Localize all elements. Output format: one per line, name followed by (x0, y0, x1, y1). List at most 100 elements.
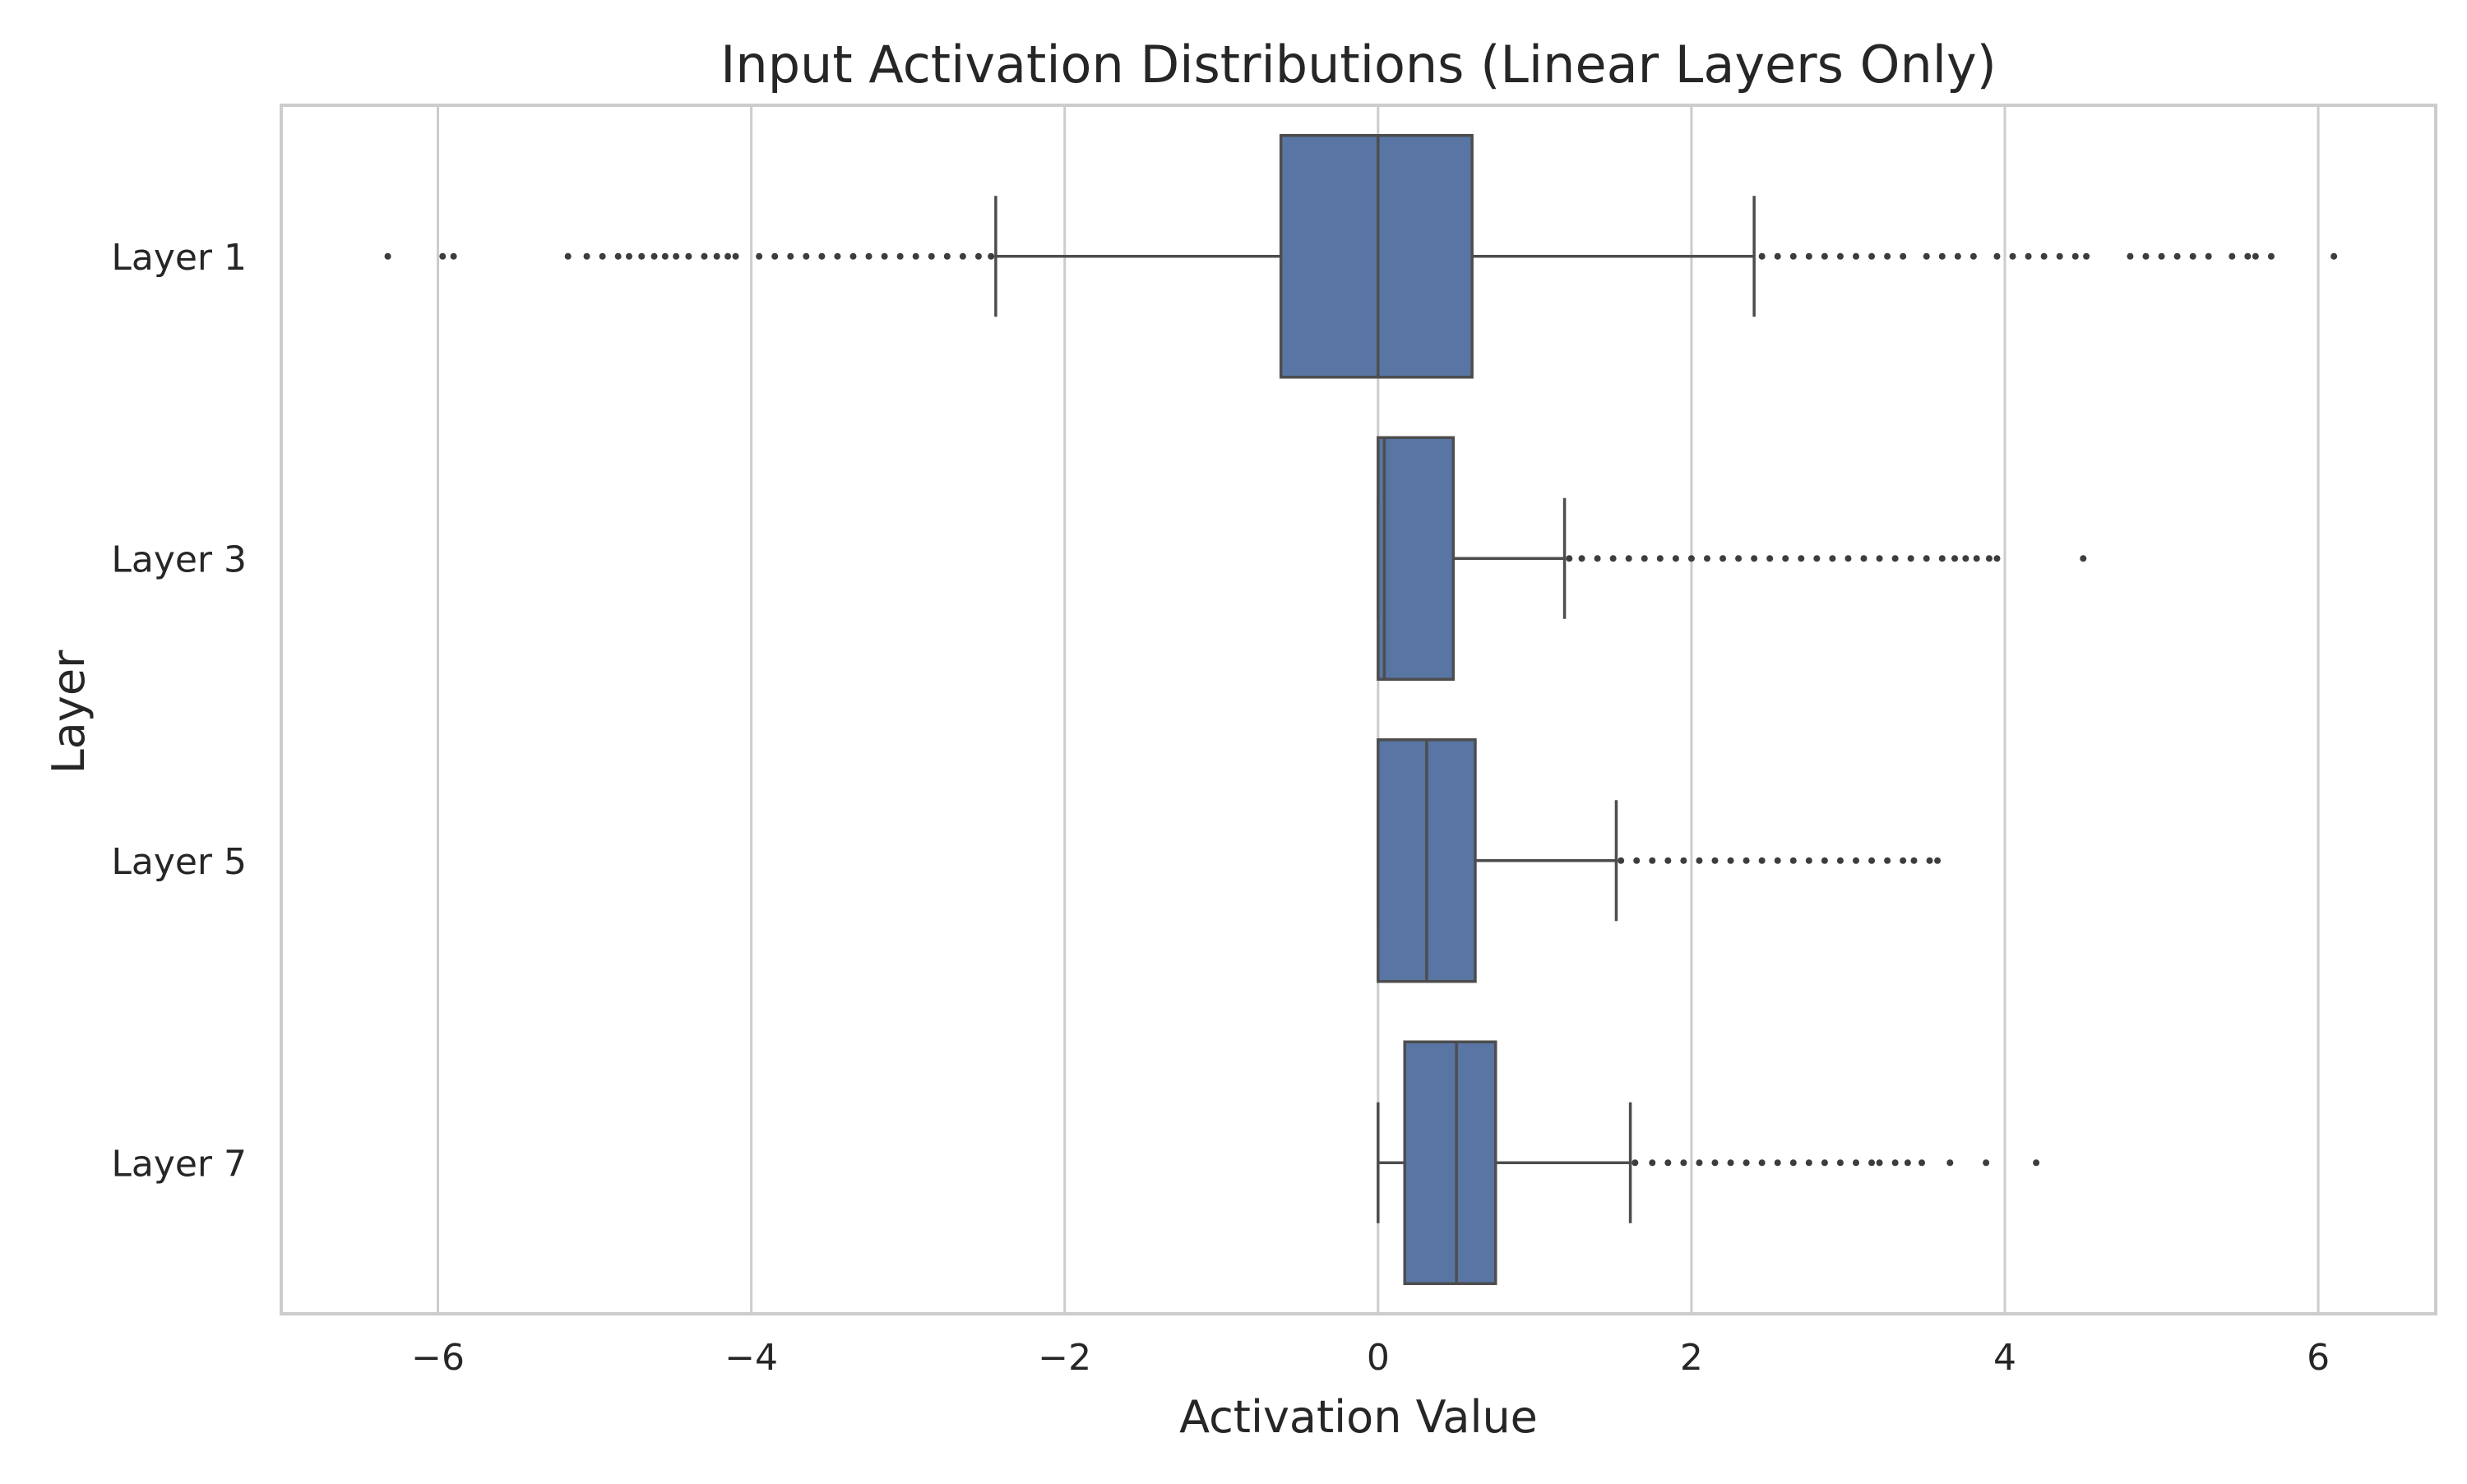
outlier-point (2330, 252, 2338, 260)
outlier-point (1618, 857, 1625, 864)
outlier-point (599, 252, 606, 260)
outlier-point (771, 252, 779, 260)
outlier-point (2033, 1159, 2040, 1167)
outlier-point (1836, 1159, 1844, 1167)
outlier-point (1993, 555, 2001, 562)
outlier-point (1774, 1159, 1781, 1167)
outlier-point (912, 252, 919, 260)
outlier-point (2083, 252, 2090, 260)
outlier-point (614, 252, 622, 260)
outlier-point (1919, 1159, 1926, 1167)
outlier-point (818, 252, 826, 260)
outlier-point (2244, 252, 2252, 260)
outlier-point (2189, 252, 2196, 260)
axis-ticks: −6 −4 −2 0 2 4 6 Layer 1 Layer 3 Layer 5 Layer 7 (111, 237, 2330, 1379)
outlier-point (1798, 555, 1805, 562)
outlier-point (1758, 857, 1766, 864)
outlier-point (896, 252, 904, 260)
outlier-point (943, 252, 951, 260)
outlier-point (1641, 555, 1648, 562)
outlier-point (1656, 555, 1664, 562)
outlier-point (1711, 1159, 1719, 1167)
x-tick-label: 2 (1680, 1337, 1703, 1379)
outlier-point (2158, 252, 2165, 260)
outlier-point (1789, 252, 1797, 260)
outlier-point (756, 252, 763, 260)
outlier-point (1727, 1159, 1734, 1167)
outlier-point (1884, 857, 1891, 864)
x-tick-label: −4 (724, 1337, 778, 1379)
outlier-point (1649, 1159, 1656, 1167)
outlier-point (1852, 1159, 1859, 1167)
outlier-point (1844, 555, 1852, 562)
outlier-point (1946, 1159, 1954, 1167)
x-tick-label: 6 (2307, 1337, 2330, 1379)
outlier-point (1934, 857, 1942, 864)
outlier-point (1758, 252, 1766, 260)
outlier-point (1900, 857, 1907, 864)
outlier-point (1938, 555, 1946, 562)
outlier-point (439, 252, 447, 260)
outlier-point (787, 252, 794, 260)
outlier-point (1680, 1159, 1687, 1167)
outlier-point (2127, 252, 2134, 260)
box-group (1377, 738, 1942, 983)
outlier-point (1969, 252, 1977, 260)
outlier-point (583, 252, 590, 260)
outlier-point (1852, 857, 1859, 864)
outlier-point (2040, 252, 2048, 260)
outlier-point (1852, 252, 1859, 260)
outlier-point (650, 252, 658, 260)
outlier-point (1907, 555, 1914, 562)
outlier-point (974, 252, 982, 260)
outlier-point (661, 252, 669, 260)
outlier-point (1805, 1159, 1812, 1167)
outlier-point (1664, 1159, 1672, 1167)
chart-title: Input Activation Distributions (Linear L… (720, 35, 1997, 95)
outlier-point (1821, 1159, 1828, 1167)
y-tick-label: Layer 5 (111, 841, 247, 883)
iqr-box (1377, 436, 1456, 681)
y-tick-label: Layer 7 (111, 1143, 247, 1185)
outlier-point (1923, 555, 1930, 562)
outlier-point (1782, 555, 1789, 562)
x-tick-label: −6 (411, 1337, 465, 1379)
outlier-point (701, 252, 708, 260)
outlier-point (1758, 1159, 1766, 1167)
outlier-point (2252, 252, 2259, 260)
x-tick-label: −2 (1038, 1337, 1091, 1379)
outlier-point (959, 252, 966, 260)
outlier-point (1789, 857, 1797, 864)
plot-area-border (280, 104, 2437, 1315)
outlier-point (1719, 555, 1727, 562)
outlier-point (865, 252, 872, 260)
outlier-point (1926, 857, 1933, 864)
outlier-point (1632, 1159, 1639, 1167)
y-tick-label: Layer 1 (111, 237, 247, 279)
outlier-point (1821, 857, 1828, 864)
outlier-point (638, 252, 646, 260)
outlier-point (1876, 1159, 1883, 1167)
outlier-point (1983, 1159, 1990, 1167)
outlier-point (2071, 252, 2079, 260)
outlier-point (881, 252, 888, 260)
outlier-point (1774, 857, 1781, 864)
outlier-point (1910, 857, 1918, 864)
outlier-point (1868, 857, 1876, 864)
outlier-point (1743, 1159, 1750, 1167)
outlier-point (849, 252, 857, 260)
iqr-box (1279, 134, 1474, 379)
outlier-point (1951, 555, 1959, 562)
outlier-point (1766, 555, 1774, 562)
outlier-point (1789, 1159, 1797, 1167)
outlier-point (673, 252, 680, 260)
outlier-point (1904, 1159, 1911, 1167)
iqr-box (1403, 1040, 1497, 1285)
outlier-point (2056, 252, 2063, 260)
outlier-point (1836, 857, 1844, 864)
x-axis-label: Activation Value (1179, 1391, 1538, 1443)
outlier-point (1774, 252, 1781, 260)
outlier-point (1649, 857, 1656, 864)
y-tick-label: Layer 3 (111, 539, 247, 580)
